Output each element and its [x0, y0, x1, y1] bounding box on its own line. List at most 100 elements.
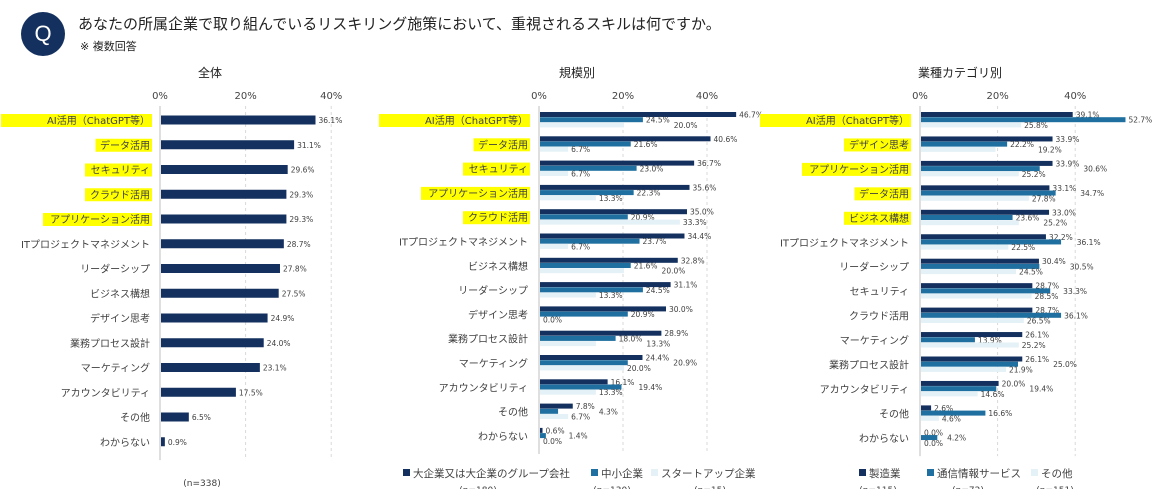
bar	[921, 405, 932, 411]
x-tick-label: 20%	[234, 91, 256, 102]
category-highlight	[844, 138, 911, 152]
sample-size-label: (n=115)	[859, 486, 896, 489]
data-label: 6.7%	[571, 413, 590, 422]
bar	[921, 190, 1056, 196]
bar	[161, 189, 287, 199]
x-tick-label: 0%	[912, 91, 928, 102]
category-highlight	[463, 162, 530, 176]
bar	[921, 410, 986, 416]
data-label: 13.9%	[978, 336, 1002, 345]
legend-swatch	[927, 469, 934, 476]
data-label: 33.9%	[1056, 135, 1080, 144]
data-label: 19.4%	[638, 383, 662, 392]
bar	[921, 312, 1062, 318]
bar	[921, 122, 1022, 128]
category-label: ビジネス構想	[468, 260, 528, 273]
category-label: アプリケーション活用	[809, 164, 909, 176]
data-label: 30.6%	[1083, 165, 1107, 174]
category-label: クラウド活用	[849, 311, 909, 323]
category-highlight	[85, 188, 152, 202]
bar	[540, 403, 573, 409]
data-label: 16.1%	[611, 378, 635, 387]
data-label: 0.0%	[543, 437, 562, 446]
category-label: リーダーシップ	[80, 263, 150, 276]
bar	[540, 433, 546, 439]
category-highlight	[379, 114, 530, 127]
legend-label: その他	[1041, 467, 1073, 480]
data-label: 4.3%	[599, 407, 618, 416]
bar	[540, 360, 628, 366]
data-label: 6.5%	[192, 413, 211, 422]
data-label: 27.8%	[283, 265, 307, 274]
data-label: 36.7%	[697, 159, 721, 168]
bar	[540, 414, 569, 419]
data-label: 22.3%	[637, 189, 661, 198]
category-label: デザイン思考	[90, 312, 150, 325]
data-label: 33.0%	[1052, 208, 1076, 217]
bar	[540, 292, 596, 298]
bar	[540, 233, 685, 239]
bar	[921, 141, 1008, 147]
category-label: AI活用（ChatGPT等）	[806, 114, 909, 127]
bar	[540, 263, 631, 268]
bar	[921, 146, 996, 152]
bar	[921, 318, 1024, 323]
category-label: データ活用	[478, 138, 528, 151]
category-highlight	[421, 186, 530, 200]
bar	[921, 269, 1017, 275]
data-label: 26.1%	[1025, 355, 1049, 364]
category-highlight	[802, 162, 911, 176]
data-label: 25.8%	[1024, 121, 1048, 130]
x-tick-label: 0%	[531, 91, 547, 102]
data-label: 35.6%	[693, 183, 717, 192]
bar	[540, 112, 737, 117]
data-label: 20.0%	[674, 121, 698, 130]
data-label: 13.3%	[599, 388, 623, 397]
category-label: ITプロジェクトマネジメント	[399, 237, 528, 249]
sample-size-label: (n=72)	[952, 486, 984, 489]
category-label: セキュリティ	[850, 286, 909, 298]
bar	[921, 386, 997, 392]
category-label: セキュリティ	[469, 164, 528, 176]
sample-size-label: (n=130)	[593, 486, 630, 489]
category-label: クラウド活用	[468, 212, 528, 224]
data-label: 16.6%	[988, 409, 1012, 418]
bar	[161, 412, 189, 422]
legend-label: 製造業	[869, 467, 901, 480]
bar	[921, 337, 975, 343]
data-label: 6.7%	[571, 170, 590, 179]
bar	[921, 136, 1053, 142]
data-label: 0.0%	[924, 439, 943, 448]
bar	[161, 437, 165, 447]
data-label: 20.9%	[673, 359, 697, 368]
bar	[161, 387, 236, 397]
bar	[921, 215, 1013, 220]
category-highlight	[1, 114, 152, 127]
category-label: データ活用	[859, 187, 909, 200]
data-label: 6.7%	[571, 242, 590, 251]
bar	[540, 311, 628, 317]
bar	[540, 136, 711, 142]
category-label: その他	[120, 411, 150, 424]
bar	[540, 171, 569, 176]
bar	[921, 185, 1050, 191]
sample-size-label: (n=338)	[183, 479, 220, 489]
x-tick-label: 40%	[696, 91, 718, 102]
category-label: その他	[879, 407, 909, 420]
data-label: 0.6%	[546, 426, 565, 435]
bar	[540, 287, 643, 293]
x-tick-label: 0%	[152, 91, 168, 102]
bar	[921, 342, 1019, 348]
bar	[540, 379, 608, 385]
data-label: 20.9%	[631, 310, 655, 319]
bar	[540, 214, 628, 220]
chart-title: 規模別	[559, 65, 595, 80]
data-label: 24.5%	[646, 116, 670, 125]
data-label: 24.4%	[645, 354, 669, 363]
category-label: AI活用（ChatGPT等）	[47, 114, 150, 127]
category-label: 業務プロセス設計	[448, 333, 528, 346]
data-label: 20.0%	[1002, 379, 1026, 388]
data-label: 13.3%	[646, 340, 670, 349]
data-label: 31.1%	[674, 281, 698, 290]
